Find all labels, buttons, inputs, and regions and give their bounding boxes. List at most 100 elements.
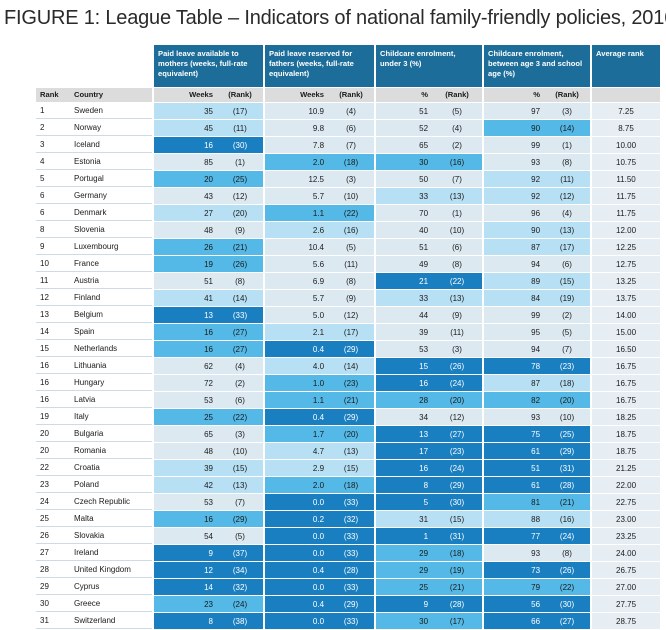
cell-mothers-weeks: 20 [152, 171, 217, 187]
cell-fathers-rank: (10) [328, 188, 375, 204]
cell-country: United Kingdom [70, 562, 152, 578]
cell-age3-pct: 87 [482, 239, 545, 255]
cell-mothers-weeks: 62 [152, 358, 217, 374]
cell-fathers-weeks: 2.6 [263, 222, 329, 238]
cell-country: Estonia [70, 154, 152, 170]
cell-mothers-rank: (5) [217, 528, 264, 544]
cell-age3-rank: (1) [544, 137, 591, 153]
cell-mothers-rank: (10) [217, 443, 264, 459]
cell-average-rank: 28.75 [590, 613, 661, 629]
cell-rank: 20 [36, 426, 70, 442]
header-childcare-age3: Childcare enrolment, between age 3 and s… [482, 45, 591, 87]
cell-rank: 5 [36, 171, 70, 187]
cell-rank: 6 [36, 205, 70, 221]
col-rank: Rank [36, 88, 70, 102]
table-row: 13 Belgium 13 (33) 5.0 (12) 44 (9) 99 (2) 14.00 [36, 307, 661, 323]
table-row: 4 Estonia 85 (1) 2.0 (18) 30 (16) 93 (8) 10.75 [36, 154, 661, 170]
cell-average-rank: 21.25 [590, 460, 661, 476]
cell-under3-rank: (20) [432, 392, 483, 408]
col-average [590, 88, 661, 102]
cell-under3-pct: 1 [374, 528, 433, 544]
cell-mothers-rank: (22) [217, 409, 264, 425]
cell-fathers-weeks: 2.0 [263, 154, 329, 170]
cell-age3-pct: 99 [482, 137, 545, 153]
cell-mothers-rank: (7) [217, 494, 264, 510]
cell-age3-rank: (15) [544, 273, 591, 289]
cell-under3-rank: (26) [432, 358, 483, 374]
cell-mothers-weeks: 12 [152, 562, 217, 578]
cell-mothers-weeks: 65 [152, 426, 217, 442]
cell-rank: 16 [36, 375, 70, 391]
cell-rank: 9 [36, 239, 70, 255]
cell-age3-rank: (27) [544, 613, 591, 629]
cell-mothers-rank: (25) [217, 171, 264, 187]
cell-fathers-rank: (21) [328, 392, 375, 408]
cell-under3-pct: 21 [374, 273, 433, 289]
cell-under3-rank: (12) [432, 409, 483, 425]
table-row: 3 Iceland 16 (30) 7.8 (7) 65 (2) 99 (1) 10.00 [36, 137, 661, 153]
cell-average-rank: 18.25 [590, 409, 661, 425]
cell-rank: 12 [36, 290, 70, 306]
cell-average-rank: 12.25 [590, 239, 661, 255]
cell-age3-pct: 89 [482, 273, 545, 289]
cell-mothers-weeks: 23 [152, 596, 217, 612]
cell-age3-rank: (22) [544, 579, 591, 595]
cell-rank: 11 [36, 273, 70, 289]
cell-mothers-weeks: 48 [152, 443, 217, 459]
col-mothers-rank: (Rank) [217, 88, 264, 102]
cell-under3-rank: (2) [432, 137, 483, 153]
cell-under3-pct: 51 [374, 239, 433, 255]
cell-rank: 19 [36, 409, 70, 425]
cell-under3-rank: (24) [432, 375, 483, 391]
col-under3-pct: % [374, 88, 433, 102]
cell-under3-rank: (31) [432, 528, 483, 544]
col-age3-rank: (Rank) [544, 88, 591, 102]
cell-fathers-rank: (9) [328, 290, 375, 306]
cell-fathers-weeks: 4.0 [263, 358, 329, 374]
cell-under3-pct: 44 [374, 307, 433, 323]
cell-fathers-weeks: 2.0 [263, 477, 329, 493]
cell-mothers-rank: (6) [217, 392, 264, 408]
cell-country: Latvia [70, 392, 152, 408]
cell-fathers-weeks: 7.8 [263, 137, 329, 153]
cell-country: Iceland [70, 137, 152, 153]
table-row: 16 Hungary 72 (2) 1.0 (23) 16 (24) 87 (18) 16.75 [36, 375, 661, 391]
table-row: 16 Lithuania 62 (4) 4.0 (14) 15 (26) 78 (23) 16.75 [36, 358, 661, 374]
cell-age3-pct: 75 [482, 426, 545, 442]
cell-under3-pct: 33 [374, 188, 433, 204]
cell-age3-rank: (23) [544, 358, 591, 374]
cell-under3-rank: (16) [432, 154, 483, 170]
cell-country: Norway [70, 120, 152, 136]
cell-rank: 13 [36, 307, 70, 323]
cell-fathers-rank: (16) [328, 222, 375, 238]
cell-under3-rank: (22) [432, 273, 483, 289]
col-fathers-rank: (Rank) [328, 88, 375, 102]
cell-country: Bulgaria [70, 426, 152, 442]
cell-fathers-rank: (5) [328, 239, 375, 255]
cell-country: Belgium [70, 307, 152, 323]
cell-fathers-weeks: 10.9 [263, 103, 329, 119]
cell-age3-pct: 87 [482, 375, 545, 391]
cell-age3-rank: (8) [544, 545, 591, 561]
cell-fathers-rank: (7) [328, 137, 375, 153]
cell-mothers-rank: (1) [217, 154, 264, 170]
cell-fathers-rank: (33) [328, 494, 375, 510]
cell-fathers-rank: (17) [328, 324, 375, 340]
cell-fathers-weeks: 9.8 [263, 120, 329, 136]
cell-rank: 10 [36, 256, 70, 272]
cell-rank: 16 [36, 358, 70, 374]
cell-age3-pct: 61 [482, 477, 545, 493]
cell-country: Malta [70, 511, 152, 527]
cell-mothers-weeks: 16 [152, 324, 217, 340]
cell-fathers-rank: (29) [328, 341, 375, 357]
cell-country: Cyprus [70, 579, 152, 595]
cell-average-rank: 11.75 [590, 188, 661, 204]
cell-age3-pct: 66 [482, 613, 545, 629]
cell-fathers-rank: (14) [328, 358, 375, 374]
table-row: 19 Italy 25 (22) 0.4 (29) 34 (12) 93 (10) 18.25 [36, 409, 661, 425]
cell-mothers-rank: (11) [217, 120, 264, 136]
col-under3-rank: (Rank) [432, 88, 483, 102]
cell-mothers-weeks: 41 [152, 290, 217, 306]
cell-mothers-rank: (14) [217, 290, 264, 306]
cell-fathers-rank: (29) [328, 409, 375, 425]
